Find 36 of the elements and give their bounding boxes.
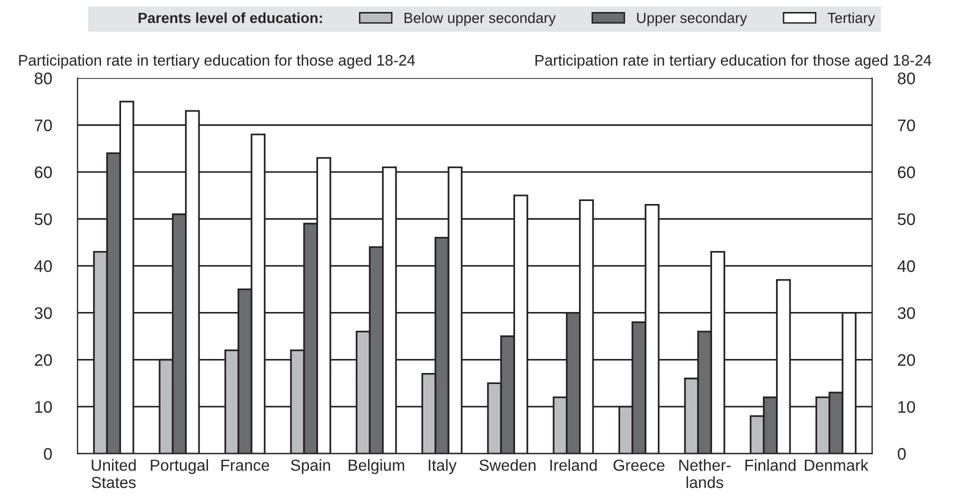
x-tick-label: Greece — [614, 460, 664, 471]
y2-tick-label: 40 — [897, 260, 915, 272]
y2-tick-label: 0 — [898, 448, 906, 460]
x-tick-label: Nether- lands — [679, 459, 731, 488]
x-tick-label: Ireland — [550, 459, 597, 471]
y2-tick-label: 60 — [898, 166, 915, 178]
x-tick-label: Spain — [290, 459, 330, 474]
legend-label: Tertiary — [828, 12, 876, 26]
x-tick-label: Belgium — [348, 459, 404, 474]
x-tick-label: United States — [92, 459, 136, 488]
y2-tick-label: 20 — [898, 354, 915, 366]
y2-tick-label: 50 — [898, 213, 915, 226]
x-tick-label: Portugal — [150, 459, 208, 474]
y-tick-label: 40 — [34, 260, 52, 272]
y-tick-label: 50 — [34, 213, 52, 226]
y-tick-label: 0 — [44, 448, 52, 460]
y2-tick-label: 70 — [898, 119, 915, 132]
legend-label: Below upper secondary — [404, 12, 556, 26]
y2-axis-title: Participation rate in tertiary education for those aged 18-24 — [536, 54, 932, 69]
x-tick-label: Italy — [428, 459, 457, 474]
legend-title: Parents level of education: — [138, 12, 322, 24]
y-tick-label: 20 — [34, 354, 52, 366]
legend-label: Upper secondary — [637, 12, 748, 26]
y-axis-title: Participation rate in tertiary education for those aged 18-24 — [19, 54, 415, 69]
x-tick-label: Sweden — [480, 459, 536, 471]
y2-tick-label: 30 — [898, 307, 915, 319]
y-tick-label: 70 — [34, 119, 52, 132]
y-tick-label: 30 — [34, 307, 52, 319]
y2-tick-label: 10 — [898, 401, 915, 413]
y-tick-label: 80 — [34, 72, 52, 84]
x-tick-label: Finland — [745, 459, 796, 471]
y2-tick-label: 80 — [898, 72, 915, 84]
x-tick-label: Denmark — [804, 459, 868, 471]
y-tick-label: 60 — [34, 166, 52, 178]
y-tick-label: 10 — [35, 401, 52, 413]
x-tick-label: France — [221, 460, 270, 471]
